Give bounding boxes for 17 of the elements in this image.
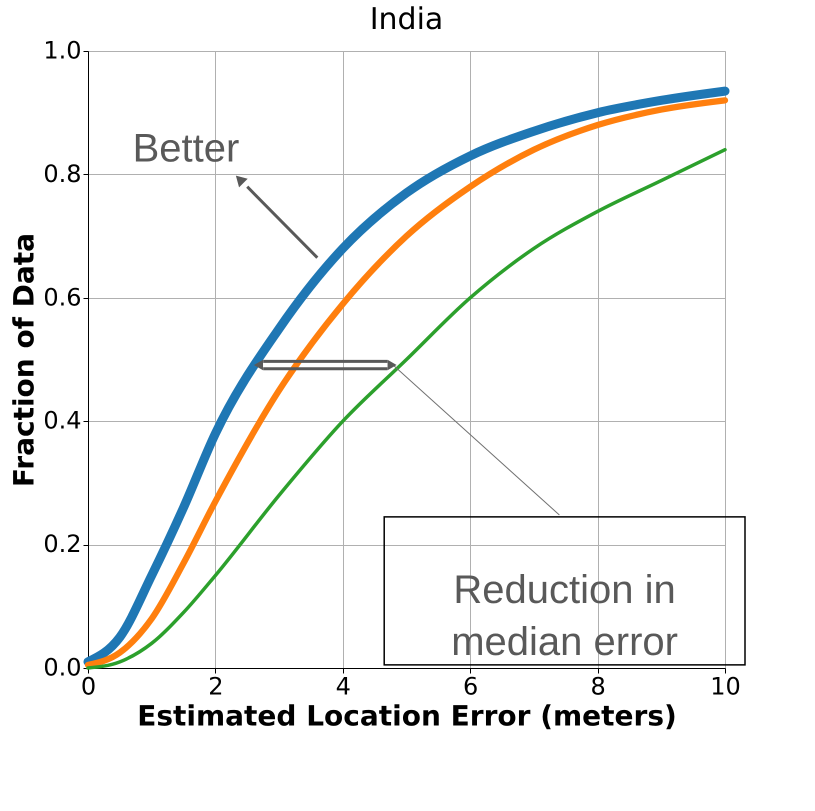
- x-tick-label: 10: [710, 672, 741, 700]
- chart-title: India: [370, 2, 444, 37]
- y-tick-label: 0.4: [43, 406, 82, 435]
- x-tick-label: 2: [208, 672, 224, 700]
- annotation: Reduction in median error: [451, 568, 678, 664]
- y-tick-label: 0.8: [43, 160, 82, 188]
- annotation: Better: [132, 126, 240, 171]
- y-tick-label: 0.0: [43, 654, 82, 682]
- y-tick-label: 1.0: [43, 36, 82, 64]
- x-axis-title: Estimated Location Error (meters): [137, 700, 677, 732]
- x-tick-label: 4: [336, 672, 351, 700]
- y-tick-label: 0.2: [43, 530, 82, 558]
- y-tick-label: 0.6: [43, 283, 82, 312]
- y-axis-title: Fraction of Data: [7, 232, 40, 488]
- x-tick-label: 0: [80, 672, 96, 700]
- x-tick-label: 8: [590, 672, 606, 700]
- x-tick-label: 6: [463, 672, 478, 700]
